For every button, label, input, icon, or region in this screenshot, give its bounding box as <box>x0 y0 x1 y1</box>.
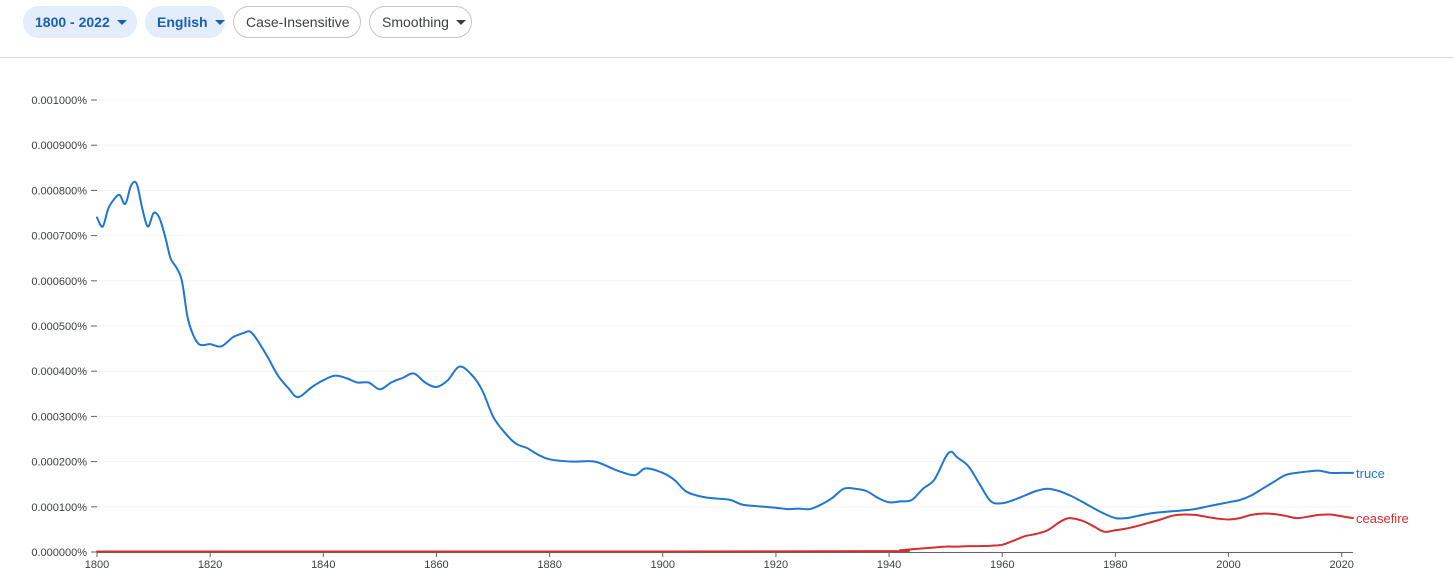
x-tick-label: 1940 <box>877 559 901 571</box>
series-label-ceasefire[interactable]: ceasefire <box>1356 511 1409 526</box>
x-tick-label: 1980 <box>1103 559 1127 571</box>
y-tick-label: 0.000900% <box>31 140 87 152</box>
corpus-label: English <box>157 14 208 30</box>
y-tick-label: 0.000200% <box>31 457 87 469</box>
toolbar: 1800 - 2022 English Case-Insensitive Smo… <box>0 0 1454 58</box>
x-tick-label: 2020 <box>1329 559 1353 571</box>
series-line-truce[interactable] <box>96 180 1354 520</box>
corpus-dropdown[interactable]: English <box>145 6 225 38</box>
x-tick-label: 1880 <box>537 559 561 571</box>
case-insensitive-toggle[interactable]: Case-Insensitive <box>233 6 361 38</box>
series-label-truce[interactable]: truce <box>1356 466 1385 481</box>
y-tick-label: 0.000100% <box>31 502 87 514</box>
y-tick-label: 0.000600% <box>31 276 87 288</box>
gridlines <box>97 99 1353 553</box>
series-line-ceasefire[interactable] <box>96 512 1354 553</box>
x-tick-label: 1800 <box>85 559 109 571</box>
x-tick-label: 2000 <box>1216 559 1240 571</box>
x-tick-label: 1860 <box>424 559 448 571</box>
ngram-line-chart: 0.000000% 0.000100% 0.000200% 0.000300% 0.00… <box>31 95 1409 571</box>
smoothing-dropdown[interactable]: Smoothing <box>369 6 472 38</box>
x-tick-label: 1840 <box>311 559 335 571</box>
axes: 0.000000% 0.000100% 0.000200% 0.000300% 0.00… <box>31 95 1354 571</box>
y-tick-label: 0.000800% <box>31 185 87 197</box>
x-tick-label: 1900 <box>651 559 675 571</box>
series-layer: truce ceasefire <box>96 180 1409 553</box>
y-tick-label: 0.000000% <box>31 547 87 559</box>
chevron-down-icon <box>455 19 466 25</box>
year-range-label: 1800 - 2022 <box>35 14 110 30</box>
x-tick-label: 1820 <box>198 559 222 571</box>
y-tick-label: 0.000300% <box>31 411 87 423</box>
y-tick-label: 0.000400% <box>31 366 87 378</box>
year-range-dropdown[interactable]: 1800 - 2022 <box>23 6 137 38</box>
smoothing-label: Smoothing <box>382 14 449 30</box>
x-tick-label: 1920 <box>764 559 788 571</box>
chevron-down-icon <box>116 19 127 25</box>
y-tick-label: 0.000500% <box>31 321 87 333</box>
y-tick-label: 0.000700% <box>31 231 87 243</box>
x-tick-label: 1960 <box>990 559 1014 571</box>
y-tick-label: 0.001000% <box>31 95 87 107</box>
case-insensitive-label: Case-Insensitive <box>246 14 350 30</box>
chevron-down-icon <box>214 19 225 25</box>
